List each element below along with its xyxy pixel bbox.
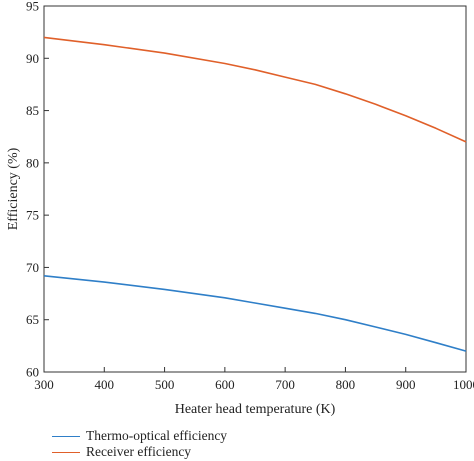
y-tick-label: 95 <box>26 0 39 14</box>
legend-label-thermo-optical: Thermo-optical efficiency <box>86 428 228 443</box>
y-tick-label: 70 <box>26 260 39 275</box>
x-tick-label: 500 <box>155 377 175 392</box>
legend-item-receiver: Receiver efficiency <box>52 444 227 460</box>
y-tick-label: 65 <box>26 312 39 327</box>
series-line-thermo-optical <box>43 275 467 352</box>
legend: Thermo-optical efficiency Receiver effic… <box>52 428 227 460</box>
x-axis-title: Heater head temperature (K) <box>175 402 336 417</box>
x-tick-label: 400 <box>95 377 115 392</box>
y-tick-label: 90 <box>26 51 39 66</box>
x-tick-label: 600 <box>215 377 235 392</box>
legend-item-thermo-optical: Thermo-optical efficiency <box>52 428 227 444</box>
x-tick-label: 800 <box>336 377 356 392</box>
x-tick-label: 900 <box>396 377 416 392</box>
x-tick-label: 300 <box>34 377 54 392</box>
series-line-receiver <box>43 36 467 143</box>
y-tick-label: 75 <box>26 208 39 223</box>
plot-frame <box>43 5 467 373</box>
series-layer <box>43 36 467 352</box>
y-axis-title: Efficiency (%) <box>6 147 21 230</box>
y-tick-label: 85 <box>26 103 39 118</box>
legend-label-receiver: Receiver efficiency <box>86 444 192 459</box>
y-tick-label: 80 <box>26 155 39 170</box>
legend-swatch-receiver <box>52 451 80 453</box>
x-tick-label: 700 <box>275 377 295 392</box>
axes: 300 400 500 600 700 800 900 1000 60 65 70 75 80 85 90 9… <box>26 0 474 392</box>
line-chart: 300 400 500 600 700 800 900 1000 60 65 70 75 80 85 90 9… <box>6 0 474 417</box>
legend-swatch-thermo-optical <box>52 435 80 437</box>
x-tick-label: 1000 <box>453 377 474 392</box>
y-tick-label: 60 <box>26 365 39 380</box>
